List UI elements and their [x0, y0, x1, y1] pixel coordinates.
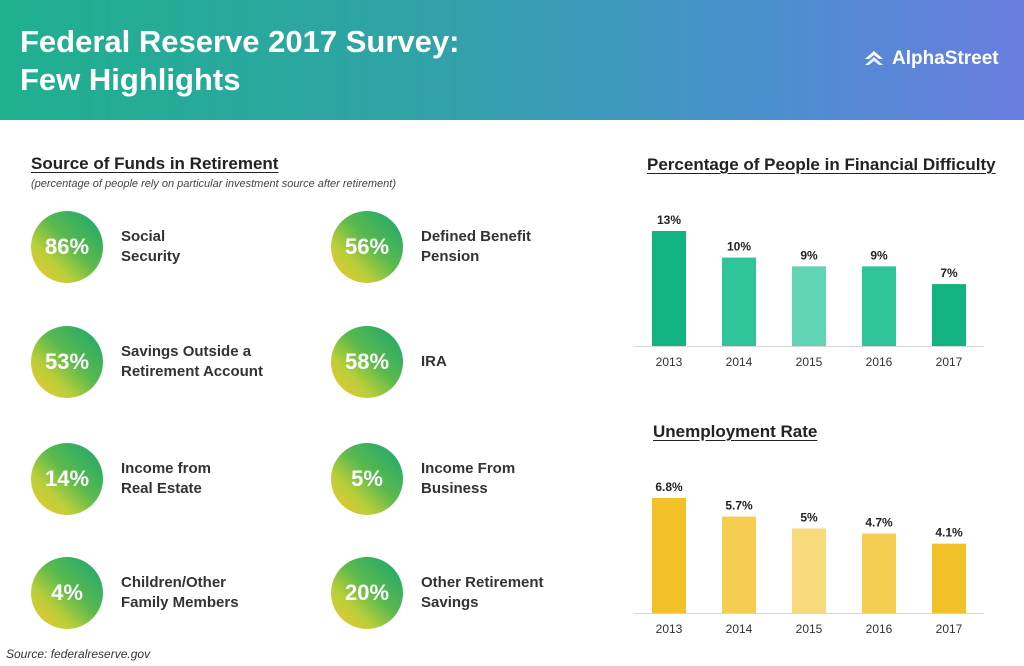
fund-label: Other Retirement Savings [421, 573, 591, 613]
difficulty-bar-2015 [792, 266, 826, 346]
unemployment-bar-2017 [932, 544, 966, 613]
alphastreet-logo-icon [862, 47, 886, 71]
fund-label-line2: Family Members [121, 593, 291, 613]
difficulty-data-label-2017: 7% [940, 266, 958, 280]
financial-difficulty-chart-title: Percentage of People in Financial Diffic… [647, 155, 996, 175]
fund-label: Defined Benefit Pension [421, 227, 591, 267]
fund-label: IRA [421, 352, 591, 372]
difficulty-bar-2013 [652, 231, 686, 346]
header-banner: Federal Reserve 2017 Survey: Few Highlig… [0, 0, 1024, 120]
alphastreet-logo: AlphaStreet [862, 47, 999, 71]
fund-item-ira: 58% IRA [331, 326, 591, 398]
fund-value-circle: 20% [331, 557, 403, 629]
unemployment-data-label-2014: 5.7% [725, 499, 753, 513]
unemployment-tick-label-2013: 2013 [656, 622, 683, 636]
fund-item-social-security: 86% Social Security [31, 211, 291, 283]
financial-difficulty-chart-svg: 13% 2013 10% 2014 9% 2015 9% 2016 7% 2017 [634, 205, 986, 375]
unemployment-bar-2015 [792, 528, 826, 613]
fund-value-circle: 56% [331, 211, 403, 283]
difficulty-bar-2014 [722, 258, 756, 346]
unemployment-chart-svg: 6.8% 2013 5.7% 2014 5% 2015 4.7% 2016 4.1% 2017 [634, 472, 986, 642]
unemployment-tick-label-2017: 2017 [936, 622, 963, 636]
fund-label-line1: Children/Other [121, 573, 291, 593]
fund-value-circle: 53% [31, 326, 103, 398]
unemployment-chart: 6.8% 2013 5.7% 2014 5% 2015 4.7% 2016 4.1% 2017 [634, 472, 986, 647]
difficulty-tick-label-2014: 2014 [726, 355, 753, 369]
fund-label-line1: Social [121, 227, 291, 247]
difficulty-tick-label-2013: 2013 [656, 355, 683, 369]
difficulty-data-label-2014: 10% [727, 240, 751, 254]
fund-item-business: 5% Income From Business [331, 443, 591, 515]
difficulty-tick-label-2016: 2016 [866, 355, 893, 369]
unemployment-tick-label-2014: 2014 [726, 622, 753, 636]
unemployment-data-label-2017: 4.1% [935, 526, 963, 540]
difficulty-bar-2017 [932, 284, 966, 346]
unemployment-data-label-2016: 4.7% [865, 516, 893, 530]
fund-item-defined-benefit-pension: 56% Defined Benefit Pension [331, 211, 591, 283]
difficulty-tick-label-2015: 2015 [796, 355, 823, 369]
fund-label-line2: Savings [421, 593, 591, 613]
unemployment-tick-label-2015: 2015 [796, 622, 823, 636]
fund-value-circle: 58% [331, 326, 403, 398]
fund-item-real-estate: 14% Income from Real Estate [31, 443, 291, 515]
unemployment-bar-2014 [722, 517, 756, 613]
unemployment-data-label-2015: 5% [800, 510, 818, 524]
fund-item-family-members: 4% Children/Other Family Members [31, 557, 291, 629]
difficulty-data-label-2016: 9% [870, 248, 888, 262]
unemployment-tick-label-2016: 2016 [866, 622, 893, 636]
funds-section-title: Source of Funds in Retirement [31, 154, 278, 174]
fund-value-circle: 4% [31, 557, 103, 629]
unemployment-bar-2013 [652, 498, 686, 613]
unemployment-data-label-2013: 6.8% [655, 480, 683, 494]
fund-label-line1: Income From [421, 459, 591, 479]
financial-difficulty-chart: 13% 2013 10% 2014 9% 2015 9% 2016 7% 2017 [634, 205, 986, 380]
fund-label: Savings Outside a Retirement Account [121, 342, 291, 382]
page-title-line2: Few Highlights [20, 61, 240, 99]
fund-label-line2: Business [421, 479, 591, 499]
fund-label-line2: Retirement Account [121, 362, 291, 382]
page-title-line1: Federal Reserve 2017 Survey: [20, 23, 459, 61]
fund-value-circle: 14% [31, 443, 103, 515]
fund-item-savings-outside: 53% Savings Outside a Retirement Account [31, 326, 291, 398]
fund-label-line1: IRA [421, 352, 591, 372]
unemployment-bar-2016 [862, 534, 896, 613]
logo-text: AlphaStreet [892, 48, 999, 70]
unemployment-chart-title: Unemployment Rate [653, 422, 817, 442]
fund-label-line2: Security [121, 247, 291, 267]
fund-label: Income From Business [421, 459, 591, 499]
difficulty-tick-label-2017: 2017 [936, 355, 963, 369]
fund-label-line1: Other Retirement [421, 573, 591, 593]
fund-label: Children/Other Family Members [121, 573, 291, 613]
fund-label: Social Security [121, 227, 291, 267]
difficulty-data-label-2015: 9% [800, 248, 818, 262]
fund-label-line1: Income from [121, 459, 291, 479]
fund-value-circle: 86% [31, 211, 103, 283]
fund-value-circle: 5% [331, 443, 403, 515]
difficulty-data-label-2013: 13% [657, 213, 681, 227]
funds-subtitle: (percentage of people rely on particular… [31, 178, 396, 190]
difficulty-bar-2016 [862, 266, 896, 346]
source-note: Source: federalreserve.gov [6, 647, 150, 661]
fund-item-other-savings: 20% Other Retirement Savings [331, 557, 591, 629]
fund-label-line1: Defined Benefit [421, 227, 591, 247]
fund-label: Income from Real Estate [121, 459, 291, 499]
fund-label-line2: Real Estate [121, 479, 291, 499]
fund-label-line1: Savings Outside a [121, 342, 291, 362]
fund-label-line2: Pension [421, 247, 591, 267]
